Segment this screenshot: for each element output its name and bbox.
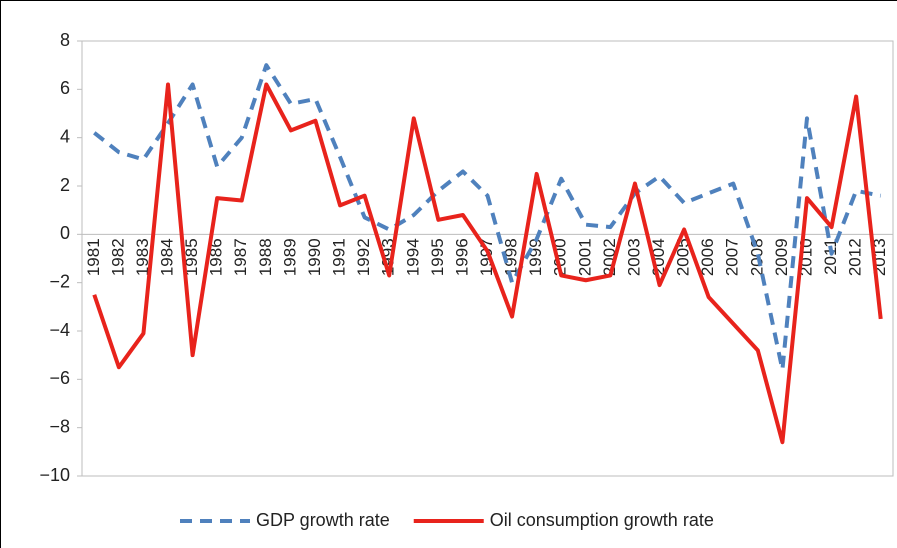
series-line bbox=[92, 82, 883, 445]
x-tick-label: 1985 bbox=[182, 238, 201, 276]
x-tick-label: 1992 bbox=[354, 238, 373, 276]
y-tick-label: 2 bbox=[60, 175, 70, 195]
x-tick-label: 2006 bbox=[698, 238, 717, 276]
y-tick-label: −6 bbox=[49, 368, 70, 388]
x-tick-label: 1999 bbox=[526, 238, 545, 276]
x-tick-label: 1996 bbox=[452, 238, 471, 276]
x-tick-label: 1998 bbox=[502, 238, 521, 276]
series-line bbox=[93, 63, 882, 372]
x-tick-label: 1991 bbox=[330, 238, 349, 276]
x-tick-label: 1984 bbox=[157, 238, 176, 276]
x-tick-label: 2003 bbox=[624, 238, 643, 276]
x-tick-label: 1994 bbox=[403, 238, 422, 276]
x-tick-label: 1983 bbox=[133, 238, 152, 276]
y-tick-label: −8 bbox=[49, 416, 70, 436]
x-tick-label: 2011 bbox=[821, 238, 840, 275]
y-tick-label: 6 bbox=[60, 78, 70, 98]
x-tick-label: 2007 bbox=[723, 238, 742, 276]
plot-area bbox=[81, 40, 894, 477]
y-tick-label: −4 bbox=[49, 320, 70, 340]
y-tick-label: 0 bbox=[60, 223, 70, 243]
y-tick-label: 4 bbox=[60, 126, 70, 146]
y-tick-label: 8 bbox=[60, 30, 70, 50]
x-tick-label: 2012 bbox=[846, 238, 865, 276]
x-tick-label: 1988 bbox=[256, 238, 275, 276]
x-tick-label: 2001 bbox=[575, 238, 594, 276]
x-tick-label: 1987 bbox=[231, 238, 250, 276]
x-tick-label: 2009 bbox=[772, 238, 791, 276]
x-tick-label: 1989 bbox=[280, 238, 299, 276]
y-tick-label: −2 bbox=[49, 271, 70, 291]
x-tick-label: 1981 bbox=[84, 238, 103, 276]
y-tick-label: −10 bbox=[39, 465, 70, 485]
x-tick-label: 1995 bbox=[428, 238, 447, 276]
x-tick-label: 1982 bbox=[108, 238, 127, 276]
legend-label: GDP growth rate bbox=[256, 510, 390, 530]
legend-label: Oil consumption growth rate bbox=[490, 510, 714, 530]
x-tick-label: 1990 bbox=[305, 238, 324, 276]
x-tick-label: 2005 bbox=[674, 238, 693, 276]
